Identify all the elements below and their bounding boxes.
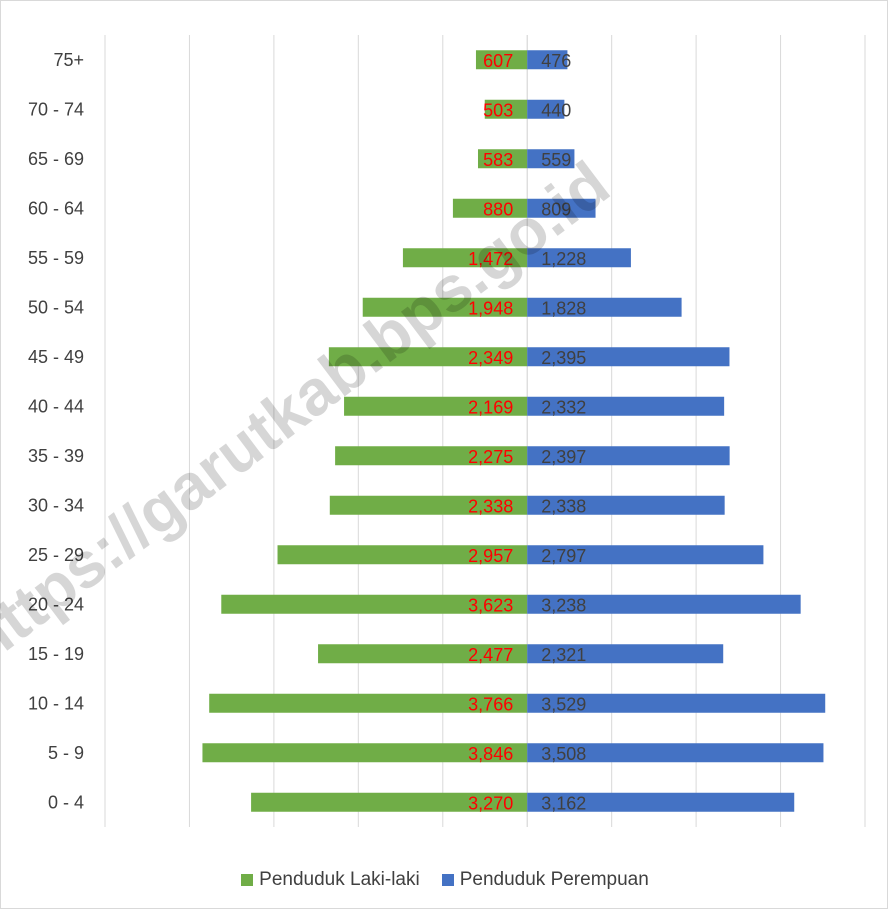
bar-male	[318, 644, 528, 664]
bar-female	[527, 347, 730, 367]
legend-swatch-female	[441, 874, 454, 886]
data-label-female: 3,529	[541, 694, 586, 714]
bar-female	[527, 743, 824, 763]
category-label: 55 - 59	[28, 248, 84, 268]
bar-male	[335, 446, 528, 466]
bar-female	[527, 545, 764, 565]
data-label-male: 2,477	[468, 645, 513, 665]
data-label-female: 1,828	[541, 298, 586, 318]
category-label: 25 - 29	[28, 545, 84, 565]
data-label-female: 440	[541, 100, 571, 120]
data-label-male: 1,948	[468, 298, 513, 318]
bar-female	[527, 248, 631, 268]
bar-male	[221, 594, 528, 614]
category-label: 75+	[53, 50, 84, 70]
category-label: 0 - 4	[48, 792, 84, 812]
bar-female	[527, 50, 568, 70]
data-label-female: 2,332	[541, 397, 586, 417]
data-label-female: 3,508	[541, 744, 586, 764]
category-label: 70 - 74	[28, 99, 84, 119]
legend-item-female: Penduduk Perempuan	[441, 869, 649, 891]
data-label-female: 559	[541, 150, 571, 170]
bar-female	[527, 594, 801, 614]
bar-male	[344, 396, 528, 416]
bar-female	[527, 149, 575, 169]
bar-female	[527, 495, 725, 515]
data-label-male: 3,766	[468, 694, 513, 714]
category-label: 65 - 69	[28, 149, 84, 169]
category-label: 10 - 14	[28, 693, 84, 713]
category-label: 40 - 44	[28, 396, 84, 416]
bar-female	[527, 198, 596, 218]
data-label-female: 2,338	[541, 496, 586, 516]
legend-label-female: Penduduk Perempuan	[459, 869, 649, 890]
data-label-female: 2,321	[541, 645, 586, 665]
category-label: 5 - 9	[48, 743, 84, 763]
legend: Penduduk Laki-laki Penduduk Perempuan	[0, 866, 890, 894]
bar-male	[277, 545, 528, 565]
data-label-female: 476	[541, 51, 571, 71]
category-label: 50 - 54	[28, 297, 84, 317]
category-axis-labels: 75+ 70 - 74 65 - 69 60 - 64 55 - 59 50 - 54 45…	[28, 50, 84, 813]
bar-male	[202, 743, 528, 763]
bar-male	[328, 347, 528, 367]
legend-item-male: Penduduk Laki-laki	[241, 869, 420, 891]
data-label-male: 3,270	[468, 793, 513, 813]
data-label-female: 3,162	[541, 793, 586, 813]
data-label-female: 3,238	[541, 595, 586, 615]
category-label: 35 - 39	[28, 446, 84, 466]
bar-male	[362, 297, 528, 317]
bars	[202, 50, 826, 812]
data-label-male: 2,338	[468, 496, 513, 516]
category-label: 45 - 49	[28, 347, 84, 367]
data-labels: 607 476 503 440 583 559 880 809 1,472 1,228 1,948 1…	[468, 51, 586, 814]
data-label-male: 2,275	[468, 447, 513, 467]
bar-male	[475, 50, 528, 70]
data-label-male: 3,846	[468, 744, 513, 764]
bar-female	[527, 644, 724, 664]
bar-male	[329, 495, 528, 515]
data-label-male: 2,957	[468, 546, 513, 566]
data-label-female: 2,395	[541, 348, 586, 368]
data-label-male: 583	[483, 150, 513, 170]
bar-male	[477, 149, 528, 169]
data-label-male: 1,472	[468, 249, 513, 269]
data-label-male: 2,349	[468, 348, 513, 368]
data-label-female: 2,797	[541, 546, 586, 566]
bar-female	[527, 297, 682, 317]
data-label-female: 2,397	[541, 447, 586, 467]
data-label-female: 1,228	[541, 249, 586, 269]
bar-female	[527, 792, 795, 812]
data-label-male: 3,623	[468, 595, 513, 615]
bar-female	[527, 693, 826, 713]
legend-label-male: Penduduk Laki-laki	[259, 869, 420, 890]
data-label-male: 2,169	[468, 397, 513, 417]
category-label: 20 - 24	[28, 594, 84, 614]
bar-female	[527, 99, 565, 119]
bar-male	[452, 198, 528, 218]
legend-swatch-male	[241, 874, 254, 886]
category-label: 15 - 19	[28, 644, 84, 664]
bar-male	[209, 693, 528, 713]
data-label-male: 607	[483, 51, 513, 71]
category-label: 60 - 64	[28, 198, 84, 218]
data-label-male: 503	[483, 100, 513, 120]
bar-male	[402, 248, 528, 268]
bar-female	[527, 446, 730, 466]
bar-male	[251, 792, 528, 812]
bar-female	[527, 396, 725, 416]
bar-male	[484, 99, 528, 119]
data-label-female: 809	[541, 199, 571, 219]
category-label: 30 - 34	[28, 495, 84, 515]
data-label-male: 880	[483, 199, 513, 219]
